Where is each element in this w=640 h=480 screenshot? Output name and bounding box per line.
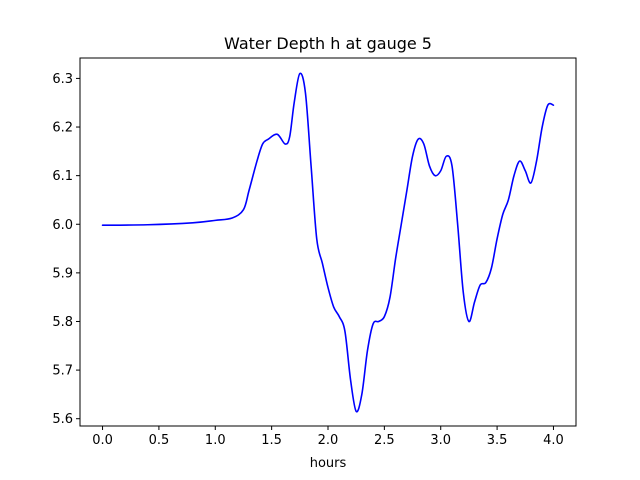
x-axis-label: hours xyxy=(310,456,347,471)
chart-title: Water Depth h at gauge 5 xyxy=(224,34,432,53)
y-tick-label: 6.1 xyxy=(52,169,73,184)
x-tick-label: 1.5 xyxy=(261,433,282,448)
y-tick-label: 6.0 xyxy=(52,218,73,233)
x-tick-label: 3.5 xyxy=(487,433,508,448)
y-tick-label: 5.8 xyxy=(52,315,73,330)
y-tick-label: 5.7 xyxy=(52,364,73,379)
x-tick-label: 0.5 xyxy=(149,433,170,448)
y-tick-label: 6.2 xyxy=(52,121,73,136)
series-line xyxy=(101,72,555,413)
axes-frame xyxy=(79,57,577,427)
y-tick-label: 5.6 xyxy=(52,412,73,427)
axis-ticks: 0.0 0.5 1.0 1.5 2.0 2.5 3.0 3.5 4.0 5.6 5.7 5.8 5.9 6… xyxy=(52,72,563,448)
x-tick-label: 4.0 xyxy=(543,433,564,448)
x-tick-label: 0.0 xyxy=(92,433,113,448)
x-tick-label: 2.5 xyxy=(374,433,395,448)
y-tick-label: 5.9 xyxy=(52,266,73,281)
x-tick-label: 2.0 xyxy=(318,433,339,448)
x-tick-label: 3.0 xyxy=(430,433,451,448)
plot-area xyxy=(101,72,555,413)
y-tick-label: 6.3 xyxy=(52,72,73,87)
x-tick-label: 1.0 xyxy=(205,433,226,448)
